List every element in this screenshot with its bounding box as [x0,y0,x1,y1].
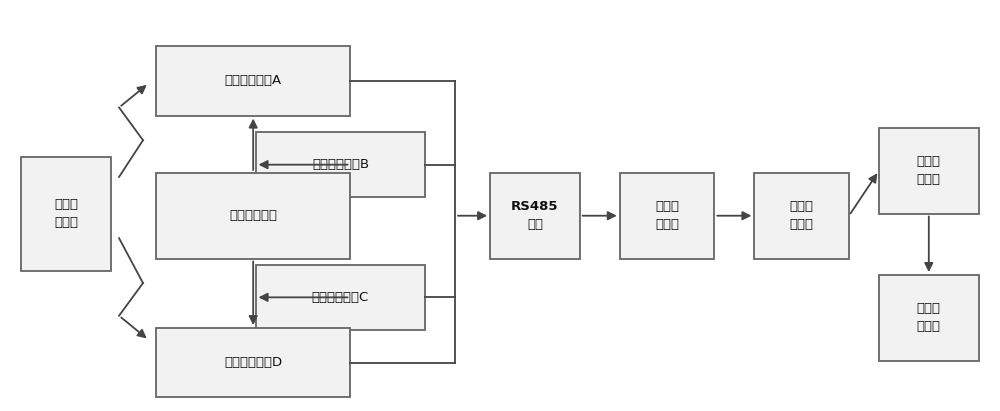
FancyBboxPatch shape [754,173,849,259]
Text: 数据存
储模块: 数据存 储模块 [917,302,941,333]
FancyBboxPatch shape [156,328,350,397]
FancyBboxPatch shape [490,173,580,259]
Text: 远程监
控模块: 远程监 控模块 [917,155,941,186]
FancyBboxPatch shape [156,173,350,259]
Text: 无线传
输模块: 无线传 输模块 [790,200,814,231]
Text: 车载广
播单元: 车载广 播单元 [54,198,78,229]
Text: RS485
总线: RS485 总线 [511,200,559,231]
Text: 同步标定模块: 同步标定模块 [229,209,277,222]
FancyBboxPatch shape [620,173,714,259]
FancyBboxPatch shape [156,46,350,115]
FancyBboxPatch shape [256,265,425,330]
Text: 信标接收装置C: 信标接收装置C [312,291,369,304]
Text: 信标接收装置B: 信标接收装置B [312,158,369,171]
FancyBboxPatch shape [879,128,979,214]
Text: 信标接收装置A: 信标接收装置A [225,74,282,88]
FancyBboxPatch shape [21,157,111,271]
Text: 数据处
理模块: 数据处 理模块 [655,200,679,231]
FancyBboxPatch shape [256,132,425,197]
Text: 信标接收装置D: 信标接收装置D [224,356,282,369]
FancyBboxPatch shape [879,275,979,360]
